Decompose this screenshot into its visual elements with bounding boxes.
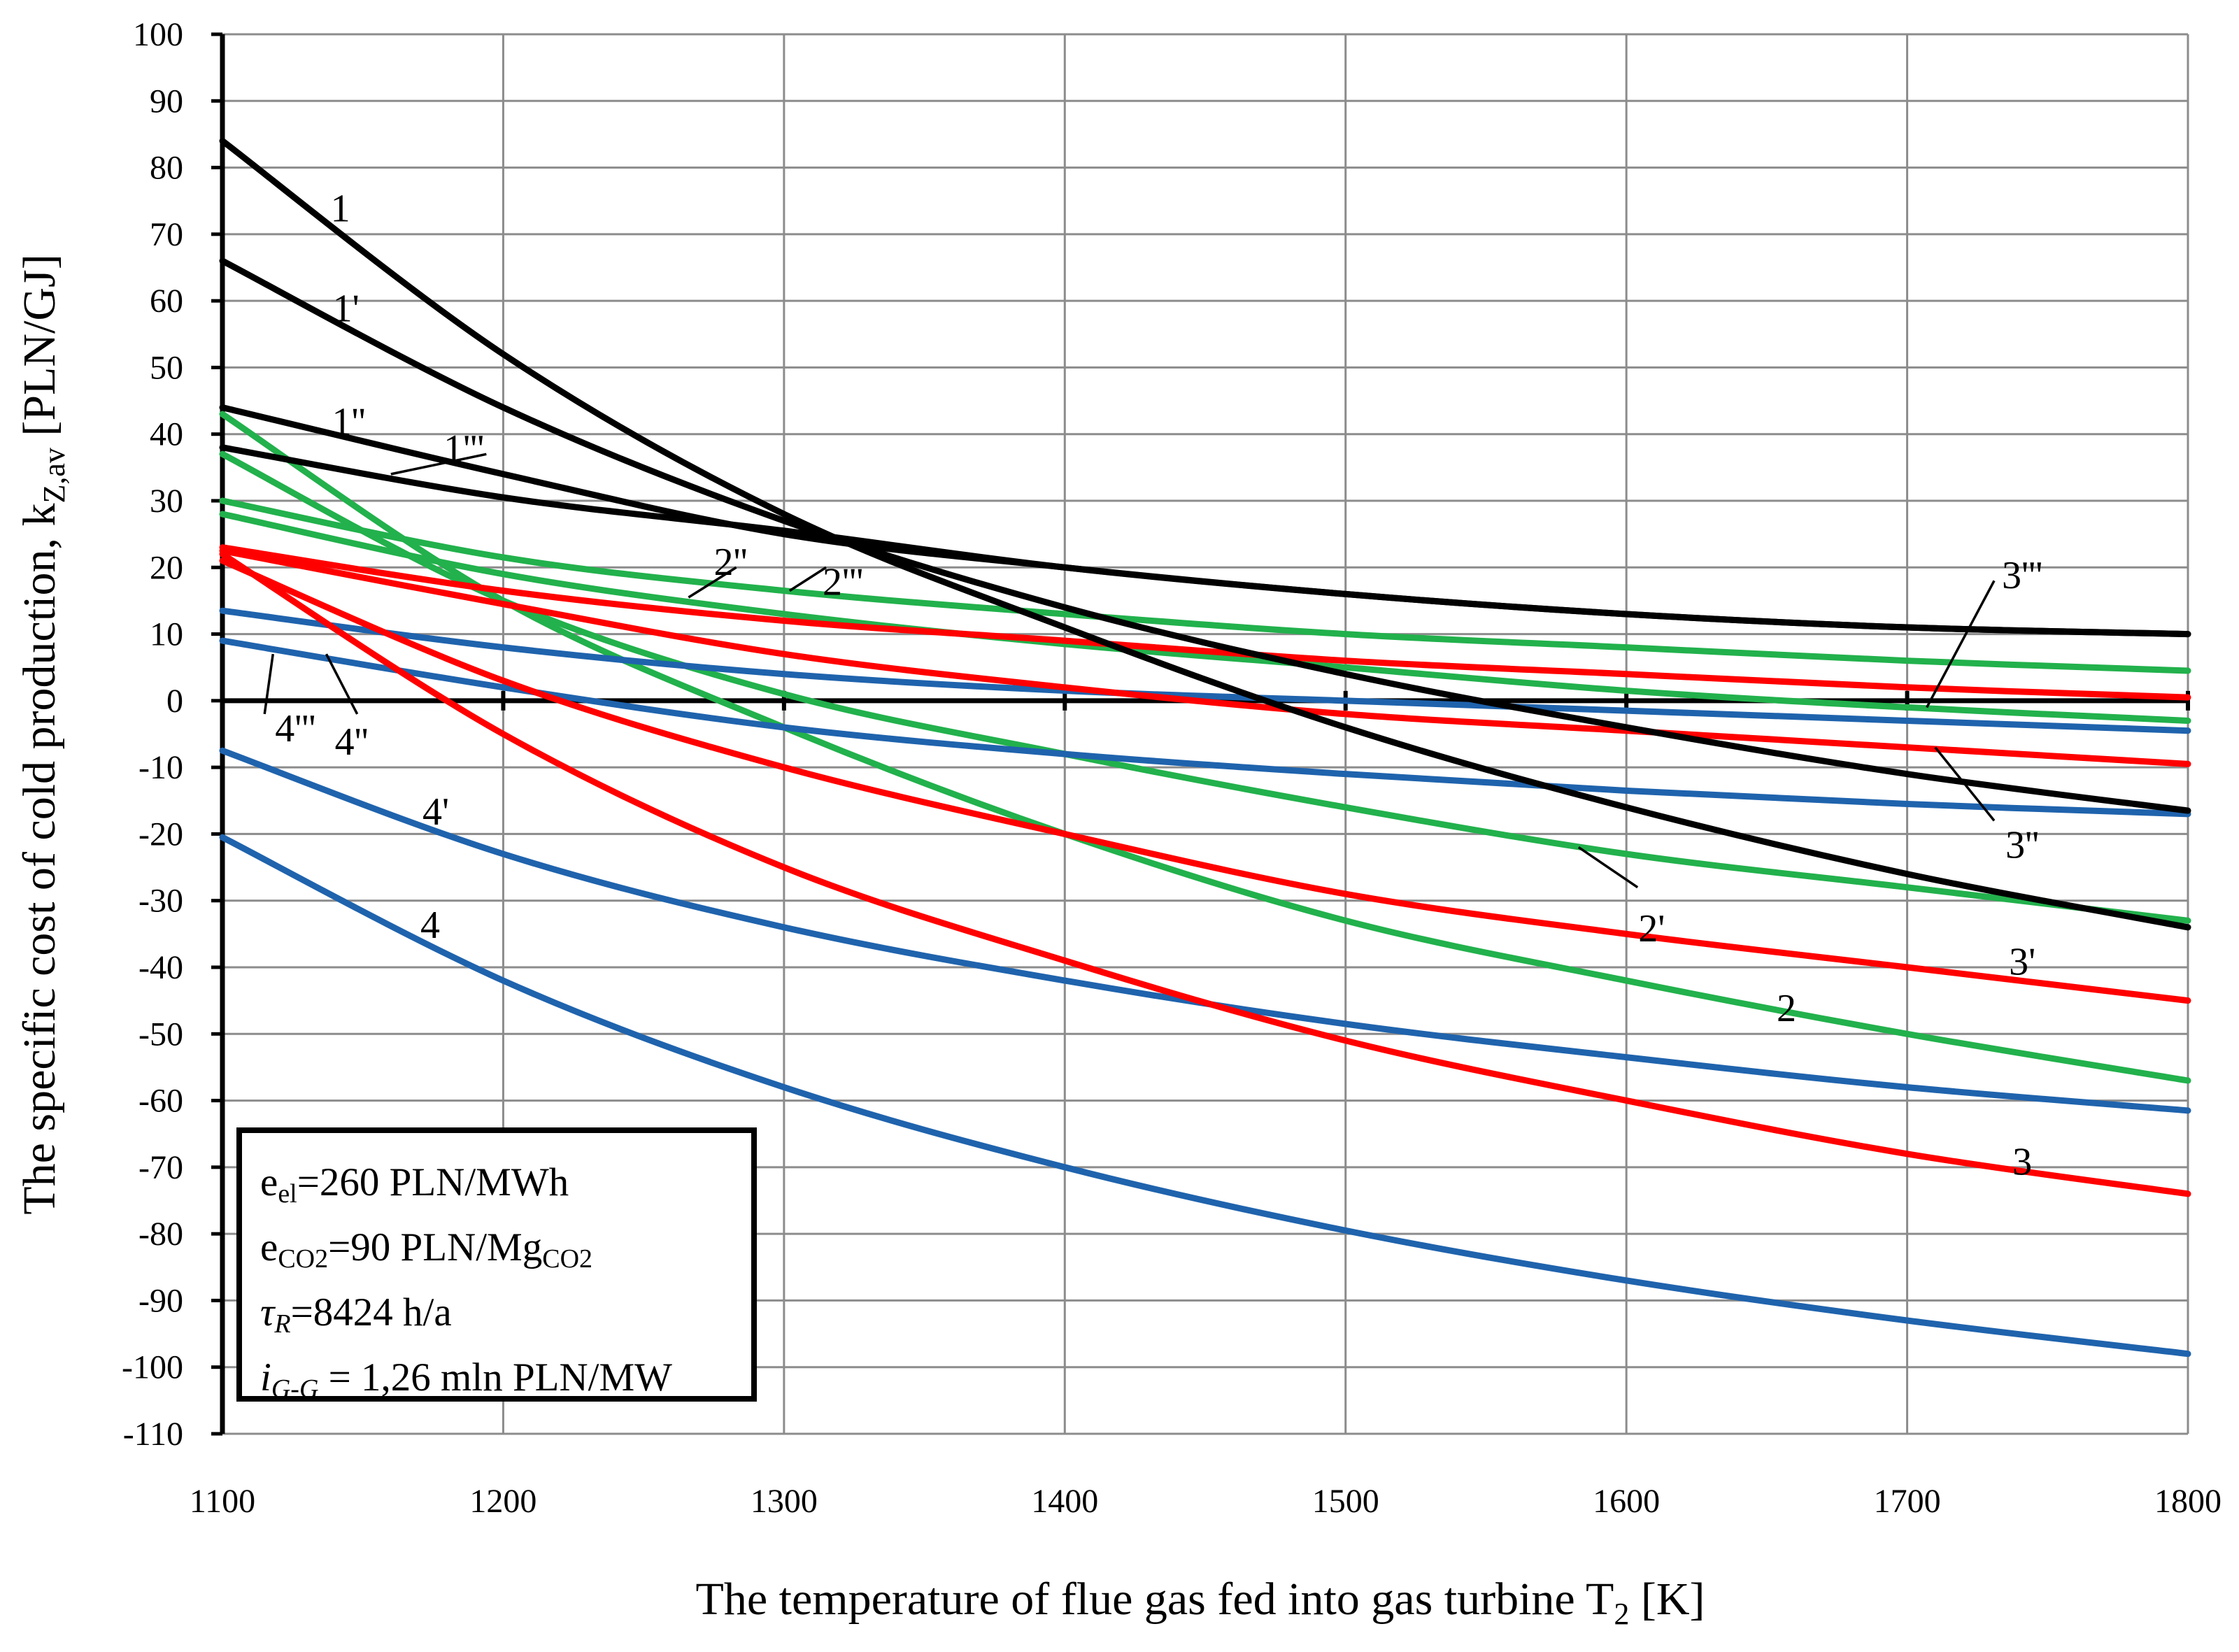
y-tick-label: -60 — [138, 1083, 183, 1120]
y-tick-label: 60 — [150, 283, 183, 320]
y-axis-title-unit: [PLN/GJ] — [14, 254, 65, 448]
curve-label-leader — [688, 566, 737, 599]
gridlines — [221, 33, 2189, 1435]
series-line-1p — [219, 257, 2191, 814]
series-line-2pp — [219, 497, 2191, 674]
series-lines — [219, 137, 2191, 1358]
y-tick-label: 50 — [150, 349, 183, 386]
y-tick-labels: 1009080706050403020100-10-20-30-40-50-60… — [122, 16, 183, 1453]
series-line-1pp — [219, 404, 2191, 638]
param-co2-price: eCO2=90 PLN/MgCO2 — [260, 1225, 593, 1274]
series-line-3pp — [219, 547, 2191, 767]
x-tick-label: 1600 — [1593, 1483, 1660, 1520]
param-operating-time: τR=8424 h/a — [260, 1290, 452, 1339]
x-tick-label: 1400 — [1031, 1483, 1098, 1520]
y-tick-label: 80 — [150, 150, 183, 187]
series-line-2 — [219, 411, 2191, 1084]
curve-label: 2 — [1777, 987, 1796, 1030]
curve-label: 3''' — [2002, 554, 2042, 597]
curve-label-leader — [325, 653, 359, 715]
param-investment-cost: iG-G = 1,26 mln PLN/MW — [260, 1355, 672, 1404]
y-tick-label: 30 — [150, 483, 183, 520]
curve-label: 1 — [331, 187, 350, 231]
series-line-4ppp — [219, 607, 2191, 734]
curve-label: 3 — [2012, 1140, 2032, 1183]
x-tick-label: 1800 — [2154, 1483, 2222, 1520]
y-tick-label: 20 — [150, 549, 183, 586]
y-tick-label: -20 — [138, 816, 183, 853]
y-tick-label: -30 — [138, 883, 183, 920]
curve-label-leader — [1926, 580, 1996, 708]
curve-label: 2' — [1638, 907, 1665, 950]
y-tick-label: -40 — [138, 949, 183, 986]
x-axis-title-sub: 2 — [1614, 1597, 1629, 1631]
curve-label: 4'' — [335, 720, 369, 764]
y-tick-label: 10 — [150, 616, 183, 653]
y-axis-title-sub: Z,av — [37, 448, 71, 503]
series-line-1ppp — [219, 444, 2191, 638]
y-tick-label: -110 — [123, 1416, 183, 1453]
x-tick-label: 1300 — [751, 1483, 818, 1520]
x-tick-labels: 1100 1200 1300 1400 1500 1600 1700 1800 — [190, 1483, 2222, 1520]
series-line-4pp — [219, 637, 2191, 818]
y-tick-label: 100 — [133, 16, 183, 53]
curve-label: 1''' — [443, 427, 484, 471]
curve-label: 3' — [2009, 940, 2035, 983]
y-tick-label: -80 — [138, 1216, 183, 1253]
curve-label: 4 — [420, 904, 440, 947]
curve-label: 2''' — [823, 560, 863, 604]
curve-label: 4''' — [275, 707, 315, 750]
curve-label-leader — [263, 653, 274, 715]
y-axis-title: The specific cost of cold production, kZ… — [14, 254, 71, 1214]
curve-label: 2'' — [713, 541, 747, 584]
y-tick-label: -90 — [138, 1282, 183, 1319]
x-tick-label: 1100 — [190, 1483, 255, 1520]
curve-label-leader — [1934, 746, 1996, 822]
x-tick-label: 1200 — [469, 1483, 536, 1520]
parameters-box: eel=260 PLN/MWh eCO2=90 PLN/MgCO2 τR=842… — [236, 1127, 757, 1402]
series-line-3ppp — [219, 544, 2191, 701]
y-tick-label: 70 — [150, 216, 183, 253]
y-tick-label: -10 — [138, 749, 183, 786]
curve-label: 1' — [333, 287, 360, 331]
series-line-1 — [219, 137, 2191, 931]
series-line-3 — [219, 557, 2191, 1004]
curve-label: 4' — [422, 790, 449, 834]
y-tick-label: -100 — [122, 1349, 183, 1386]
y-tick-label: 90 — [150, 83, 183, 120]
x-axis-title-unit: [K] — [1629, 1574, 1705, 1625]
x-tick-label: 1500 — [1312, 1483, 1379, 1520]
y-axis-title-main: The specific cost of cold production, k — [14, 504, 65, 1215]
curve-labels: 1 1' 1'' 1''' 2'' 2''' 3''' 3'' 2' 3' 2 3 4' 4 4''' 4'' — [263, 187, 2042, 1183]
x-axis-title: The temperature of flue gas fed into gas… — [696, 1574, 1705, 1631]
series-line-2ppp — [219, 511, 2191, 724]
series-line-3p — [219, 550, 2191, 1197]
x-axis-title-main: The temperature of flue gas fed into gas… — [696, 1574, 1614, 1625]
curve-label: 3'' — [2005, 824, 2039, 867]
curve-label-leader — [1577, 846, 1639, 889]
series-line-4 — [219, 834, 2191, 1358]
x-tick-label: 1700 — [1874, 1483, 1941, 1520]
y-tick-label: 0 — [166, 683, 183, 720]
curve-label-leader — [788, 566, 827, 592]
curve-label: 1'' — [332, 401, 366, 444]
y-tick-label: 40 — [150, 416, 183, 453]
param-electricity-price: eel=260 PLN/MWh — [260, 1160, 569, 1209]
y-tick-label: -70 — [138, 1149, 183, 1186]
y-tick-label: -50 — [138, 1016, 183, 1053]
curve-label-leader — [390, 453, 487, 476]
